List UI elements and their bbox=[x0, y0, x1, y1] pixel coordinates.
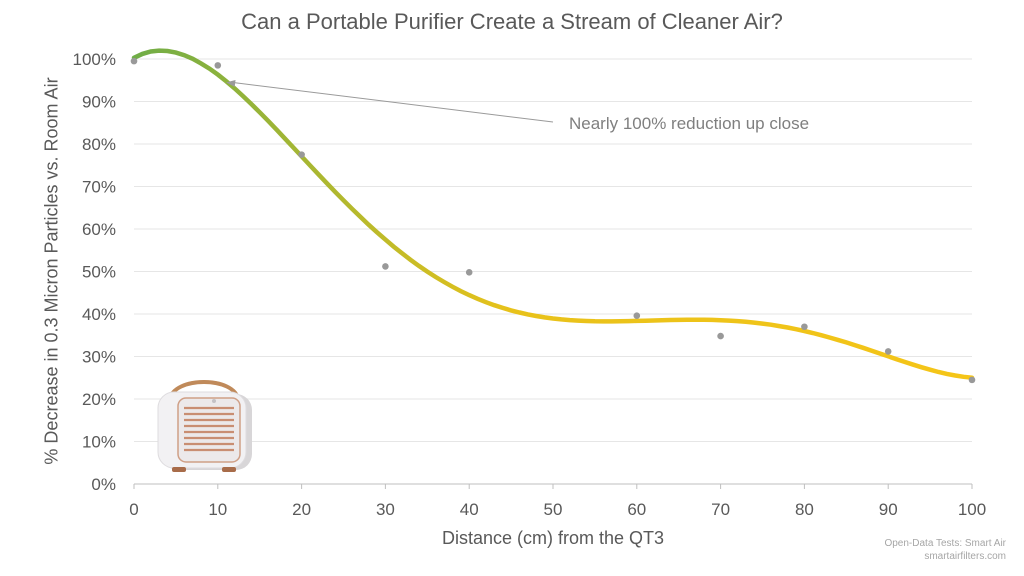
annotation-text: Nearly 100% reduction up close bbox=[569, 114, 809, 133]
gridlines bbox=[134, 58, 972, 442]
x-tick-label: 40 bbox=[460, 500, 479, 519]
x-tick-label: 80 bbox=[795, 500, 814, 519]
source-line-1: Open-Data Tests: Smart Air bbox=[884, 538, 1006, 549]
x-axis-label: Distance (cm) from the QT3 bbox=[441, 528, 665, 548]
axes: 0% 10% 20% 30% 40% 50% 60% 70% 80% 90% 100% 0 10 20 30… bbox=[73, 50, 987, 519]
chart-title: Can a Portable Purifier Create a Stream … bbox=[241, 9, 783, 34]
x-tick-label: 90 bbox=[879, 500, 898, 519]
data-point bbox=[298, 151, 305, 158]
x-tick-label: 20 bbox=[292, 500, 311, 519]
y-tick-label: 0% bbox=[91, 475, 116, 494]
trendline-curve bbox=[131, 48, 975, 380]
source-credit: Open-Data Tests: Smart Air smartairfilte… bbox=[884, 537, 1006, 563]
y-axis-label: % Decrease in 0.3 Micron Particles vs. R… bbox=[41, 77, 62, 465]
data-point bbox=[717, 332, 724, 340]
purifier-product-image bbox=[157, 380, 252, 472]
data-point bbox=[968, 376, 976, 384]
x-tick-label: 30 bbox=[376, 500, 395, 519]
data-point bbox=[633, 312, 641, 320]
x-tick-label: 50 bbox=[544, 500, 563, 519]
data-point bbox=[382, 263, 389, 270]
y-tick-label: 70% bbox=[82, 178, 116, 197]
source-line-2: smartairfilters.com bbox=[924, 551, 1006, 562]
data-point bbox=[801, 323, 808, 331]
y-tick-label: 20% bbox=[82, 390, 116, 409]
x-tick-label: 70 bbox=[711, 500, 730, 519]
y-tick-label: 50% bbox=[82, 263, 116, 282]
annotation-arrowhead bbox=[226, 79, 236, 87]
y-tick-label: 60% bbox=[82, 220, 116, 239]
y-tick-label: 10% bbox=[82, 433, 116, 452]
y-tick-label: 90% bbox=[82, 93, 116, 112]
annotation-arrow-line bbox=[234, 82, 554, 123]
data-points bbox=[130, 57, 976, 384]
y-tick-label: 100% bbox=[73, 50, 116, 69]
x-tick-label: 60 bbox=[627, 500, 646, 519]
data-point bbox=[214, 62, 222, 69]
x-tick-label: 0 bbox=[129, 500, 138, 519]
x-tick-label: 10 bbox=[208, 500, 227, 519]
annotation: Nearly 100% reduction up close bbox=[226, 79, 809, 133]
y-tick-label: 40% bbox=[82, 305, 116, 324]
y-tick-label: 80% bbox=[82, 135, 116, 154]
data-point bbox=[465, 269, 473, 276]
data-point bbox=[130, 57, 138, 65]
y-tick-label: 30% bbox=[82, 348, 116, 367]
data-point bbox=[884, 348, 892, 355]
x-tick-label: 100 bbox=[958, 500, 986, 519]
